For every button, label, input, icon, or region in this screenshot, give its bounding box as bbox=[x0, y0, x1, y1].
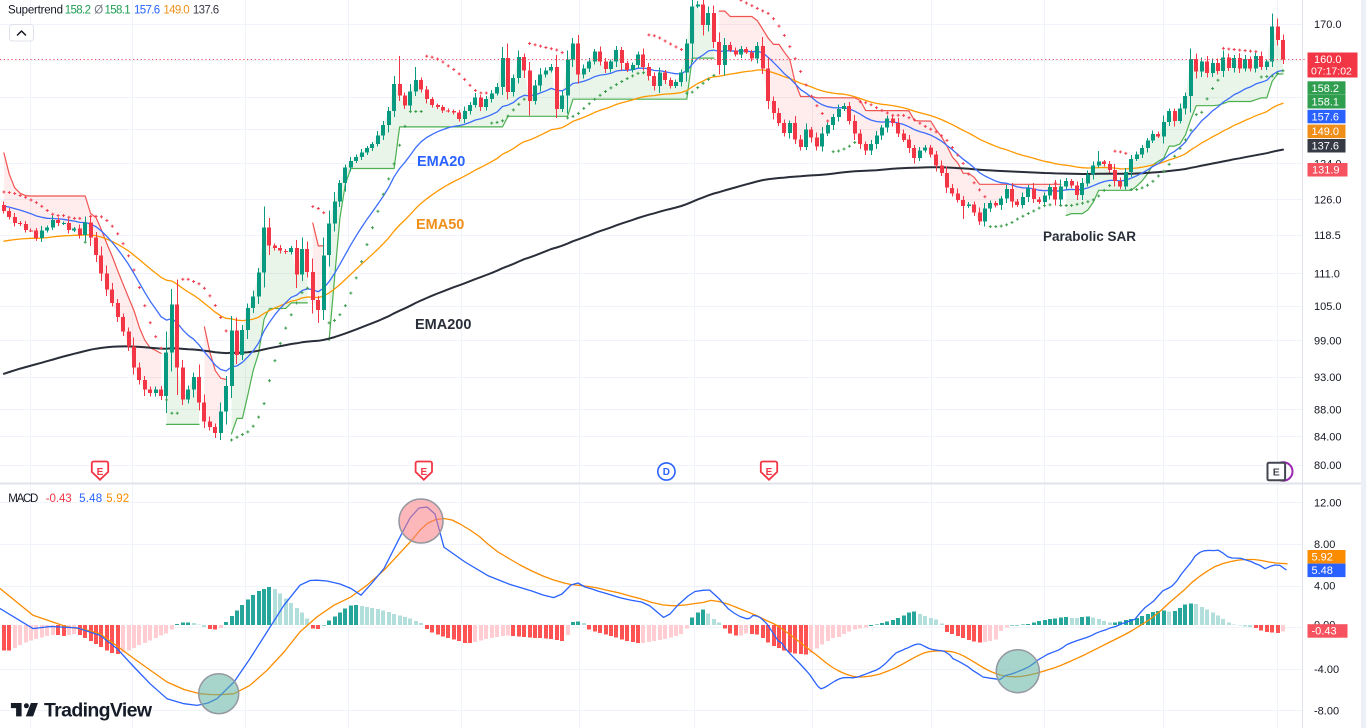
svg-text:Ø: Ø bbox=[94, 5, 103, 17]
svg-text:EMA200: EMA200 bbox=[415, 317, 471, 333]
svg-text:-4.00: -4.00 bbox=[1314, 664, 1339, 676]
svg-text:Parabolic SAR: Parabolic SAR bbox=[1043, 229, 1136, 244]
svg-text:105.0: 105.0 bbox=[1314, 301, 1342, 313]
svg-text:84.00: 84.00 bbox=[1314, 432, 1342, 444]
svg-text:80.00: 80.00 bbox=[1314, 460, 1342, 472]
svg-text:93.00: 93.00 bbox=[1314, 372, 1342, 384]
svg-text:118.5: 118.5 bbox=[1314, 230, 1341, 242]
svg-text:-8.00: -8.00 bbox=[1314, 705, 1339, 717]
svg-text:4.00: 4.00 bbox=[1314, 581, 1335, 593]
svg-text:MACD: MACD bbox=[8, 493, 38, 505]
svg-text:158.2: 158.2 bbox=[65, 5, 91, 17]
svg-text:07:17:02: 07:17:02 bbox=[1311, 66, 1352, 78]
svg-text:5.92: 5.92 bbox=[106, 493, 129, 505]
svg-text:D: D bbox=[663, 467, 670, 478]
svg-text:170.0: 170.0 bbox=[1314, 19, 1342, 31]
svg-text:5.92: 5.92 bbox=[1312, 552, 1333, 564]
svg-text:E: E bbox=[420, 467, 427, 478]
svg-text:137.6: 137.6 bbox=[1312, 141, 1340, 153]
svg-text:137.6: 137.6 bbox=[193, 5, 219, 17]
svg-text:149.0: 149.0 bbox=[1312, 126, 1340, 138]
svg-text:5.48: 5.48 bbox=[1312, 565, 1333, 577]
svg-text:157.6: 157.6 bbox=[134, 5, 160, 17]
svg-text:149.0: 149.0 bbox=[163, 5, 189, 17]
svg-text:-0.43: -0.43 bbox=[1312, 626, 1337, 638]
svg-text:88.00: 88.00 bbox=[1314, 404, 1342, 416]
svg-text:E: E bbox=[1273, 466, 1280, 478]
svg-text:TradingView: TradingView bbox=[44, 700, 153, 722]
svg-text:E: E bbox=[766, 467, 773, 478]
svg-text:158.1: 158.1 bbox=[1312, 97, 1340, 109]
svg-text:157.6: 157.6 bbox=[1312, 111, 1340, 123]
svg-text:99.00: 99.00 bbox=[1314, 335, 1342, 347]
svg-text:12.00: 12.00 bbox=[1314, 497, 1342, 509]
svg-text:EMA50: EMA50 bbox=[416, 217, 464, 233]
svg-text:8.00: 8.00 bbox=[1314, 539, 1335, 551]
svg-text:-0.43: -0.43 bbox=[46, 493, 72, 505]
svg-text:EMA20: EMA20 bbox=[417, 154, 465, 170]
svg-text:126.0: 126.0 bbox=[1314, 194, 1342, 206]
svg-text:158.1: 158.1 bbox=[105, 5, 131, 17]
svg-text:158.2: 158.2 bbox=[1312, 83, 1340, 95]
svg-text:Supertrend: Supertrend bbox=[8, 5, 63, 17]
svg-text:160.0: 160.0 bbox=[1314, 54, 1342, 66]
svg-text:111.0: 111.0 bbox=[1314, 268, 1340, 280]
svg-text:E: E bbox=[97, 467, 104, 478]
svg-text:5.48: 5.48 bbox=[79, 493, 102, 505]
svg-text:131.9: 131.9 bbox=[1312, 165, 1340, 177]
